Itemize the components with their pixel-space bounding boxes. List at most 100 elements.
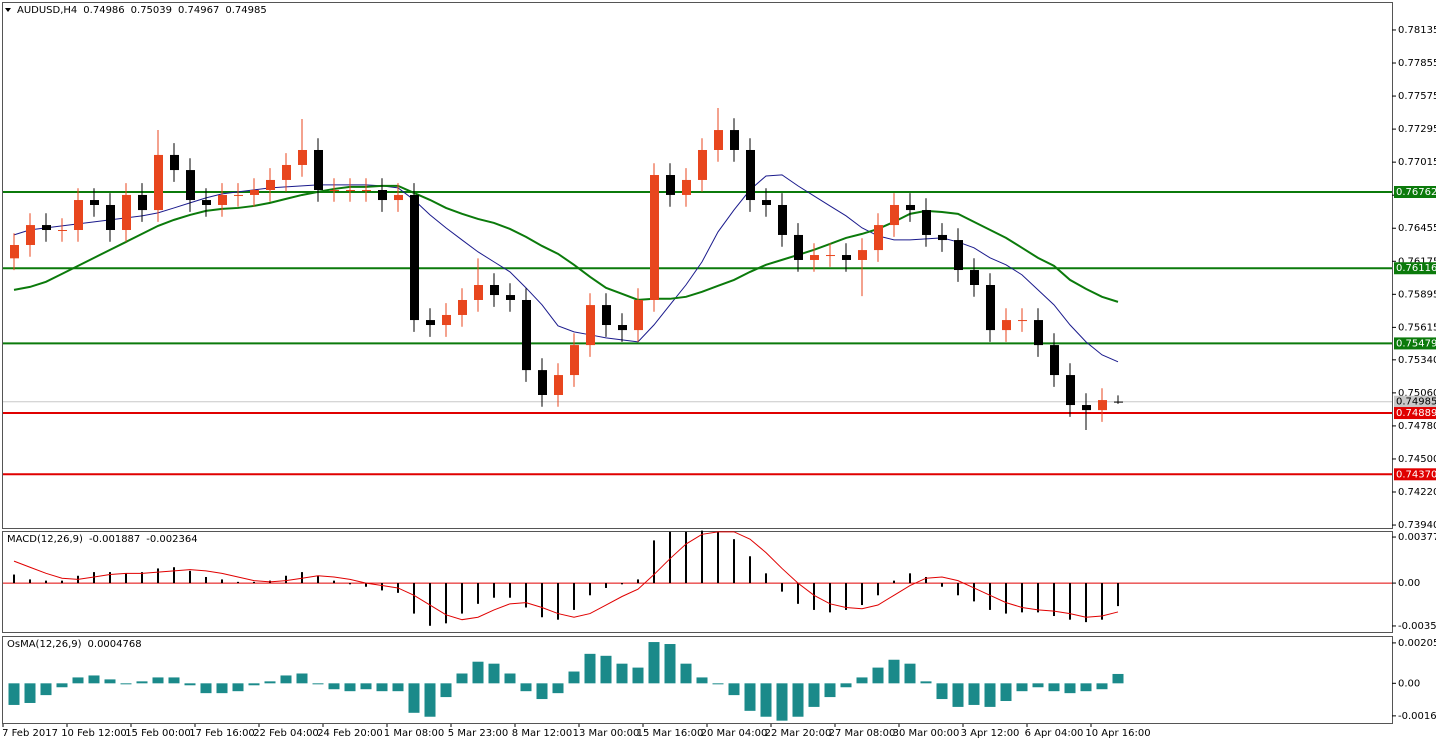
histogram-bar: [72, 677, 84, 684]
histogram-bar: [296, 673, 308, 684]
histogram-bar: [728, 683, 740, 696]
x-tick-label: 1 Mar 08:00: [384, 728, 444, 739]
candle-body: [602, 305, 611, 326]
histogram-bar: [1064, 683, 1076, 694]
histogram-bar: [8, 683, 20, 705]
y-tick-label: 0.76175: [1398, 256, 1436, 267]
panel-header: OsMA(12,26,9) 0.0004768: [7, 639, 142, 650]
y-tick-label: 0.74500: [1398, 454, 1436, 465]
header-value: -0.001887: [89, 534, 140, 545]
histogram-bar: [365, 583, 367, 587]
x-tick-label: 10 Feb 12:00: [61, 728, 127, 739]
histogram-bar: [1085, 583, 1087, 623]
histogram-bar: [1000, 683, 1012, 702]
candle-body: [266, 179, 275, 191]
moving-average: [13, 174, 1119, 363]
y-tick-label: 0.77575: [1398, 91, 1436, 102]
candle-body: [682, 179, 691, 195]
candle-body: [570, 345, 579, 376]
histogram-bar: [664, 644, 676, 684]
candle-body: [698, 149, 707, 180]
candle-body: [1098, 400, 1107, 411]
histogram-bar: [973, 583, 975, 602]
histogram-bar: [813, 583, 815, 610]
candle-body: [922, 210, 931, 235]
histogram-bar: [376, 683, 388, 692]
candle-body: [554, 375, 563, 395]
x-tick-label: 10 Apr 16:00: [1085, 728, 1150, 739]
histogram-bar: [893, 580, 895, 584]
panel-header: MACD(12,26,9) -0.001887 -0.002364: [7, 534, 198, 545]
candle-body: [42, 225, 51, 231]
histogram-bar: [669, 531, 671, 584]
histogram-bar: [1117, 583, 1119, 607]
candle-body: [170, 154, 179, 171]
candle-body: [442, 314, 451, 326]
candle-body: [858, 250, 867, 260]
histogram-bar: [429, 583, 431, 626]
panel-frame: [2, 636, 1393, 724]
candle-body: [666, 175, 675, 195]
level-label: 0.74889: [1396, 408, 1436, 419]
candle-body: [954, 240, 963, 271]
histogram-bar: [317, 575, 319, 584]
panel-title: AUDUSD,H4: [17, 5, 77, 16]
histogram-bar: [904, 663, 916, 684]
histogram-bar: [541, 583, 543, 618]
y-tick-label: 0.77855: [1398, 58, 1436, 69]
histogram-bar: [648, 642, 660, 684]
histogram-bar: [936, 683, 948, 700]
histogram-bar: [573, 583, 575, 610]
histogram-bar: [861, 583, 863, 606]
histogram-bar: [104, 679, 116, 684]
level-label-box: [1394, 262, 1436, 275]
x-tick-label: 15 Feb 00:00: [125, 728, 191, 739]
histogram-bar: [1048, 683, 1060, 692]
y-tick-label: 0.74220: [1398, 487, 1436, 498]
histogram-bar: [877, 583, 879, 596]
level-label-box: [1394, 337, 1436, 350]
histogram-bar: [856, 677, 868, 684]
candle-body: [842, 255, 851, 260]
histogram-bar: [24, 683, 36, 703]
candle-body: [1034, 320, 1043, 346]
histogram-bar: [141, 572, 143, 584]
histogram-bar: [168, 677, 180, 684]
histogram-bar: [88, 675, 100, 684]
header-value: -0.002364: [146, 534, 197, 545]
candle-body: [746, 149, 755, 201]
histogram-bar: [221, 579, 223, 584]
histogram-bar: [525, 583, 527, 608]
x-tick-label: 6 Apr 04:00: [1025, 728, 1084, 739]
y-tick-label: 0.77295: [1398, 124, 1436, 135]
histogram-bar: [408, 683, 420, 713]
histogram-bar: [989, 583, 991, 610]
candle-body: [826, 255, 835, 257]
histogram-bar: [701, 530, 703, 584]
y-tick-label: 0.73940: [1398, 520, 1436, 531]
histogram-bar: [248, 683, 260, 686]
histogram-bar: [600, 655, 612, 684]
candle-body: [298, 149, 307, 165]
candle-body: [394, 194, 403, 201]
y-tick-label: -0.001656: [1398, 711, 1436, 722]
histogram-bar: [845, 583, 847, 610]
header-value: 0.74985: [225, 5, 266, 16]
histogram-bar: [557, 583, 559, 620]
candle-body: [330, 190, 339, 192]
candle-body: [122, 194, 131, 231]
menu-triangle[interactable]: [5, 8, 11, 12]
candle-body: [346, 190, 355, 192]
candle-body: [138, 194, 147, 211]
moving-average: [13, 184, 1119, 303]
candle-body: [634, 299, 643, 331]
histogram-bar: [685, 531, 687, 584]
histogram-bar: [957, 583, 959, 596]
header-value: 0.75039: [131, 5, 172, 16]
histogram-bar: [253, 581, 255, 584]
level-label-box: [1394, 407, 1436, 420]
histogram-bar: [445, 583, 447, 624]
histogram-bar: [680, 663, 692, 684]
histogram-bar: [637, 579, 639, 584]
candle-body: [314, 149, 323, 191]
